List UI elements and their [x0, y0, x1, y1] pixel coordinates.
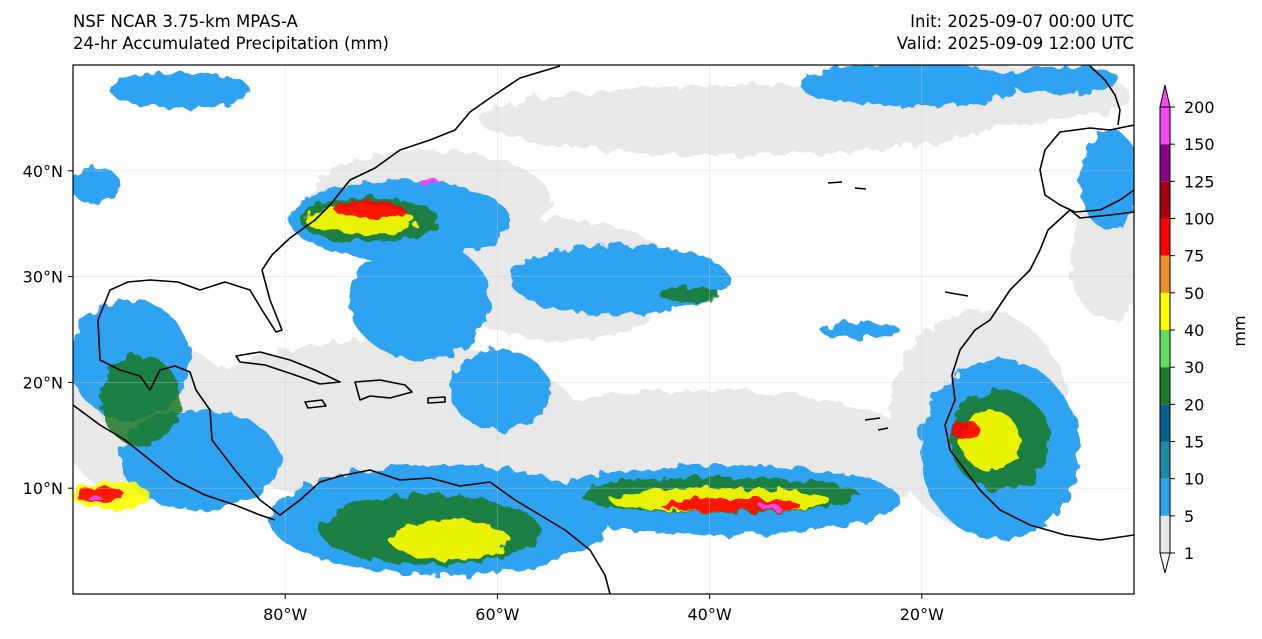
colorbar-segments: [1159, 84, 1171, 574]
model-title: NSF NCAR 3.75-km MPAS-A: [73, 12, 298, 31]
colorbar-segment: [1160, 404, 1170, 442]
header-right: Init: 2025-09-07 00:00 UTC Valid: 2025-0…: [897, 11, 1134, 55]
colorbar-segment: [1160, 181, 1170, 219]
field-title: 24-hr Accumulated Precipitation (mm): [73, 34, 389, 53]
coastlines: [73, 65, 1134, 594]
map-frame: [72, 64, 1135, 595]
colorbar-segment: [1160, 292, 1170, 330]
precip-field: [73, 65, 1134, 575]
colorbar-tick-label: 20: [1184, 395, 1204, 414]
lon-tick-label: 60°W: [475, 605, 519, 624]
header-left: NSF NCAR 3.75-km MPAS-A 24-hr Accumulate…: [73, 11, 389, 55]
colorbar-tick-label: 75: [1184, 247, 1204, 266]
lon-tick-label: 40°W: [688, 605, 732, 624]
latitude-ticks: 40°N 30°N 20°N 10°N: [23, 162, 73, 498]
colorbar-segment: [1160, 107, 1170, 145]
colorbar-tick-label: 150: [1184, 135, 1215, 154]
init-time: Init: 2025-09-07 00:00 UTC: [910, 12, 1134, 31]
lon-tick-label: 20°W: [900, 605, 944, 624]
lat-tick-label: 40°N: [23, 162, 63, 181]
colorbar-segment: [1160, 441, 1170, 479]
colorbar-extend-low: [1159, 552, 1171, 574]
colorbar-tick-label: 125: [1184, 172, 1215, 191]
colorbar-segment: [1160, 367, 1170, 405]
colorbar-tick-label: 30: [1184, 358, 1204, 377]
colorbar-segment: [1160, 218, 1170, 256]
colorbar-tick-label: 100: [1184, 210, 1215, 229]
colorbar-segment: [1160, 330, 1170, 368]
colorbar-segment: [1160, 144, 1170, 182]
lat-tick-label: 20°N: [23, 373, 63, 392]
colorbar-tick-label: 10: [1184, 470, 1204, 489]
colorbar-tick-label: 15: [1184, 433, 1204, 452]
colorbar-tick-label: 200: [1184, 98, 1215, 117]
colorbar-unit-label: mm: [1230, 315, 1249, 346]
colorbar-segment: [1160, 255, 1170, 293]
colorbar-tick-label: 40: [1184, 321, 1204, 340]
colorbar-segment: [1160, 515, 1170, 553]
colorbar-extend-high: [1159, 84, 1171, 108]
lat-tick-label: 10°N: [23, 479, 63, 498]
colorbar-tick-label: 5: [1184, 507, 1194, 526]
valid-time: Valid: 2025-09-09 12:00 UTC: [896, 34, 1134, 53]
map-contents: [73, 65, 1134, 594]
colorbar-tick-label: 50: [1184, 284, 1204, 303]
longitude-ticks: 80°W 60°W 40°W 20°W: [263, 594, 944, 624]
lat-tick-label: 30°N: [23, 268, 63, 287]
lon-tick-label: 80°W: [263, 605, 307, 624]
colorbar-segment: [1160, 478, 1170, 516]
colorbar-tick-label: 1: [1184, 544, 1194, 563]
